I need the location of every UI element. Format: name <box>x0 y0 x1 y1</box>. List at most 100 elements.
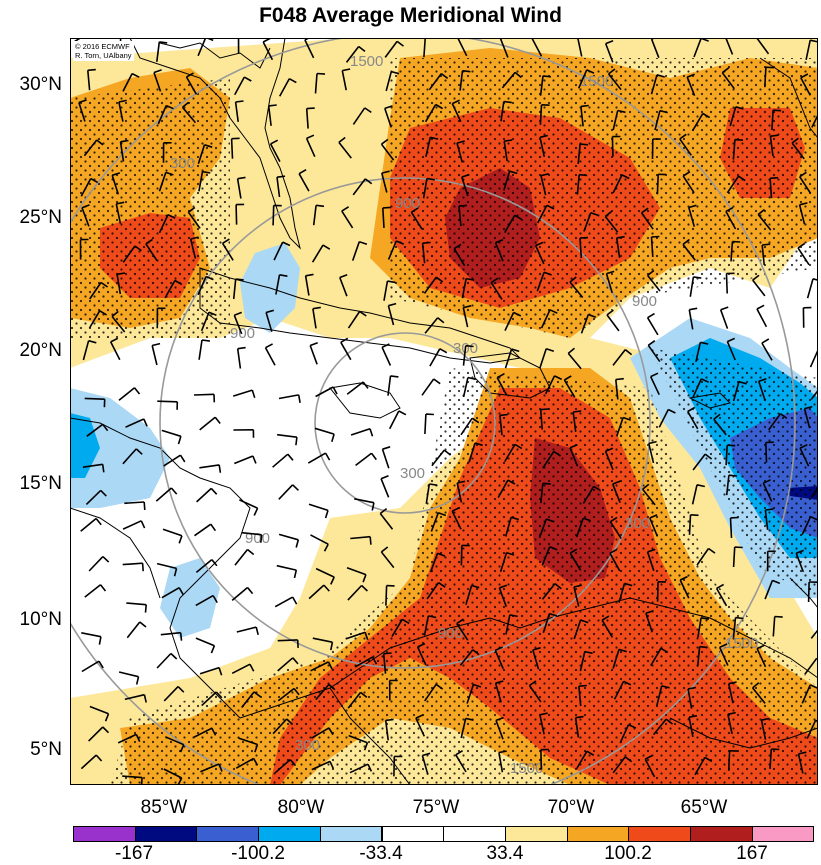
wind-barb-tick <box>691 515 699 516</box>
wind-barb-tick <box>732 242 740 243</box>
wind-barb-tick <box>500 415 508 416</box>
wind-barb-staff <box>194 394 214 395</box>
wind-barb-tick <box>277 176 285 177</box>
wind-barb-tick <box>370 537 371 545</box>
wind-barb-tick <box>142 778 143 785</box>
wind-barb-tick <box>770 178 778 179</box>
wind-barb-tick <box>317 74 325 75</box>
wind-barb-staff <box>232 139 233 159</box>
wind-barb-tick <box>579 686 587 687</box>
wind-barb-staff <box>731 518 732 538</box>
wind-barb-tick <box>766 67 774 68</box>
wind-barb-staff <box>425 414 426 434</box>
contour-label: 300 <box>400 465 425 482</box>
wind-barb-tick <box>463 71 471 72</box>
longitude-label: 85°W <box>141 797 188 819</box>
wind-barb-tick <box>735 140 743 141</box>
wind-barb-staff <box>540 105 541 125</box>
wind-barb-tick <box>316 205 324 206</box>
wind-barb-staff <box>657 174 658 194</box>
wind-barb-tick <box>269 105 277 106</box>
wind-barb-tick <box>143 563 144 571</box>
wind-barb-staff <box>278 640 298 641</box>
wind-barb-tick <box>543 76 551 77</box>
wind-barb-tick <box>775 617 783 618</box>
wind-barb-staff <box>734 547 735 567</box>
wind-barb-tick <box>146 605 147 613</box>
wind-barb-tick <box>581 106 589 107</box>
latitude-label: 20°N <box>0 340 62 362</box>
wind-barb-staff <box>157 401 177 402</box>
wind-barb-tick <box>261 535 262 543</box>
wind-barb-tick <box>181 633 182 641</box>
contour-label: 1500 <box>510 760 543 777</box>
wind-barb-tick <box>543 483 551 484</box>
colorbar-swatch <box>752 826 815 842</box>
wind-barb-tick <box>727 445 735 446</box>
wind-barb-tick <box>541 409 549 410</box>
wind-barb-tick <box>159 42 167 43</box>
wind-barb-tick <box>383 207 391 208</box>
contour-label: 900 <box>230 325 255 342</box>
contour-label: 1500 <box>725 635 758 652</box>
wind-barb-tick <box>236 101 244 102</box>
wind-barb-tick <box>573 411 581 412</box>
contour-label: 900 <box>632 293 657 310</box>
wind-barb-staff <box>273 205 274 225</box>
wind-barb-staff <box>765 67 766 87</box>
wind-barb-tick <box>700 647 708 648</box>
longitude-label: 70°W <box>548 797 595 819</box>
credit-line: © 2016 ECMWF <box>75 42 132 51</box>
map-title: F048 Average Meridional Wind <box>0 4 821 28</box>
latitude-label: 5°N <box>0 739 62 761</box>
latitude-label: 25°N <box>0 207 62 229</box>
wind-barb-tick <box>771 749 779 750</box>
wind-barb-tick <box>103 464 104 472</box>
latitude-label: 15°N <box>0 473 62 495</box>
wind-barb-tick <box>616 379 624 380</box>
wind-barb-staff <box>612 137 613 157</box>
colorbar-swatch <box>320 826 383 842</box>
colorbar-swatch <box>505 826 568 842</box>
wind-barb-staff <box>85 398 105 399</box>
wind-barb-tick <box>88 70 96 71</box>
wind-barb-tick <box>765 509 773 510</box>
wind-barb-tick <box>773 110 781 111</box>
longitude-label: 65°W <box>681 797 728 819</box>
wind-barb-staff <box>386 586 387 606</box>
colorbar-swatch <box>196 826 259 842</box>
colorbar-swatch <box>443 826 506 842</box>
wind-barb-staff <box>729 751 730 771</box>
colorbar-swatch <box>258 826 321 842</box>
wind-barb-tick <box>729 475 737 476</box>
wind-barb-tick <box>296 437 297 445</box>
wind-barb-staff <box>236 205 237 225</box>
credit-box: © 2016 ECMWF R. Torn, UAlbany <box>73 41 134 61</box>
colorbar-swatch <box>567 826 630 842</box>
latitude-label: 10°N <box>0 609 62 631</box>
colorbar-swatch <box>382 826 445 842</box>
wind-barb-tick <box>580 144 588 145</box>
wind-barb-tick <box>423 243 431 244</box>
wind-barb-staff <box>726 445 727 465</box>
wind-barb-tick <box>238 348 246 349</box>
contour-label: 1500 <box>350 53 383 70</box>
wind-barb-staff <box>690 515 691 535</box>
map-plot: 1500 1500 1500 1500 900 900 900 900 900 … <box>70 38 818 785</box>
contour-label: 300 <box>170 155 195 172</box>
wind-barb-tick <box>580 238 588 239</box>
wind-barb-staff <box>809 582 810 602</box>
wind-barb-tick <box>736 618 744 619</box>
wind-barb-tick <box>504 102 512 103</box>
contour-label: 300 <box>295 737 320 754</box>
longitude-label: 75°W <box>413 797 460 819</box>
wind-barb-tick <box>579 175 587 176</box>
wind-barb-tick <box>466 346 474 347</box>
wind-barb-staff <box>766 443 767 463</box>
wind-barb-tick <box>386 719 394 720</box>
wind-barb-tick <box>770 135 778 136</box>
longitude-label: 80°W <box>278 797 325 819</box>
wind-barb-tick <box>202 340 210 341</box>
wind-barb-tick <box>459 205 467 206</box>
credit-line: R. Torn, UAlbany <box>75 51 132 60</box>
